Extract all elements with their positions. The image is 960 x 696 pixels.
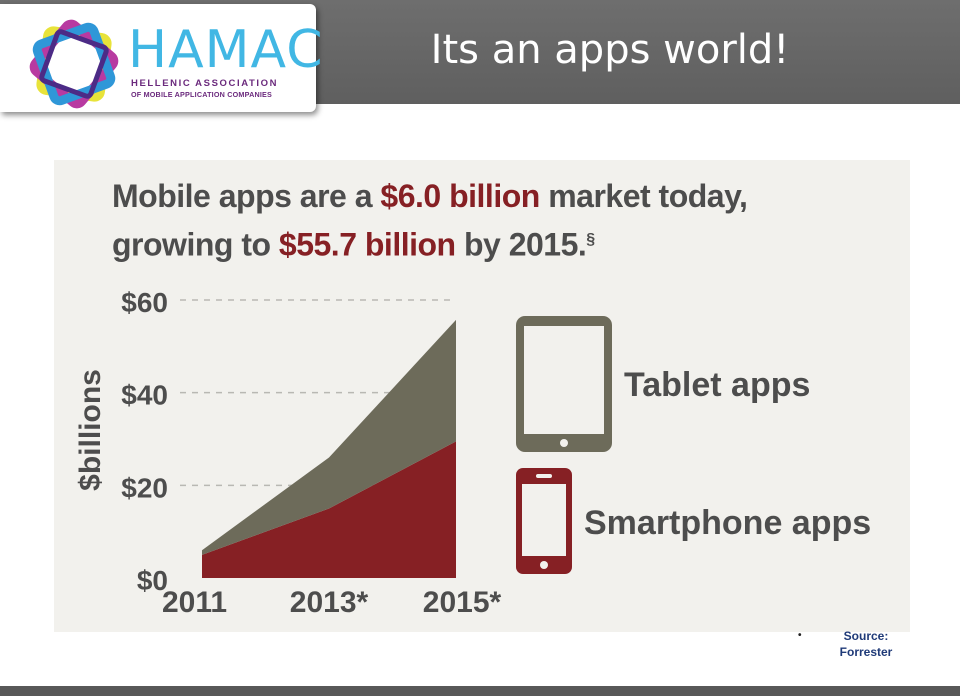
chart-legend: Tablet apps Smartphone apps	[516, 316, 871, 574]
headline-text: growing to	[112, 226, 279, 263]
logo-wordmark: HAMAC	[128, 20, 324, 80]
area-series	[202, 441, 456, 578]
headline-text: Mobile apps are a	[112, 178, 381, 214]
logo-tagline-1: HELLENIC ASSOCIATION	[131, 78, 279, 89]
x-tick-label: 2015*	[423, 586, 502, 619]
headline-line-2: growing to $55.7 billion by 2015.§	[112, 218, 872, 267]
headline-text: market today,	[539, 178, 748, 214]
x-tick-label: 2013*	[290, 586, 369, 619]
infographic-headline: Mobile apps are a $6.0 billion market to…	[112, 174, 872, 267]
source-note: • Source: Forrester	[798, 628, 908, 664]
smartphone-icon	[516, 468, 572, 574]
source-text: Source: Forrester	[826, 628, 906, 660]
footnote-mark: §	[586, 231, 595, 248]
bullet-point: •	[798, 630, 802, 641]
source-label: Source:	[843, 629, 889, 643]
legend-label-tablet: Tablet apps	[624, 366, 810, 404]
headline-line-1: Mobile apps are a $6.0 billion market to…	[112, 174, 872, 218]
y-tick-label: $40	[121, 380, 168, 411]
x-tick-label: 2011	[162, 586, 227, 619]
legend-label-smartphone: Smartphone apps	[584, 504, 871, 542]
tablet-icon	[516, 316, 612, 452]
chart-areas	[202, 319, 456, 578]
headline-text: by 2015.	[455, 226, 587, 263]
y-tick-label: $0	[137, 565, 168, 596]
x-axis-ticks: 2011 2013* 2015*	[162, 586, 502, 619]
y-axis-label: $billions	[74, 369, 107, 491]
infographic-panel: Mobile apps are a $6.0 billion market to…	[54, 160, 910, 632]
hamac-logo: HAMAC HELLENIC ASSOCIATION OF MOBILE APP…	[0, 4, 323, 112]
headline-highlight: $6.0 billion	[380, 178, 540, 214]
area-series	[202, 319, 456, 555]
apps-market-chart: $0 $20 $40 $60 2011 2013* 2015* $billions Tab…	[74, 287, 871, 619]
source-name: Forrester	[839, 645, 893, 659]
headline-highlight: $55.7 billion	[278, 226, 456, 263]
hamac-emblem-icon	[29, 19, 119, 109]
y-tick-label: $60	[121, 287, 168, 318]
y-axis-ticks: $0 $20 $40 $60	[121, 287, 168, 596]
slide-title: Its an apps world!	[430, 27, 790, 73]
y-tick-label: $20	[121, 472, 168, 503]
footer-bar	[0, 686, 960, 696]
logo-tagline-2: OF MOBILE APPLICATION COMPANIES	[131, 90, 273, 99]
